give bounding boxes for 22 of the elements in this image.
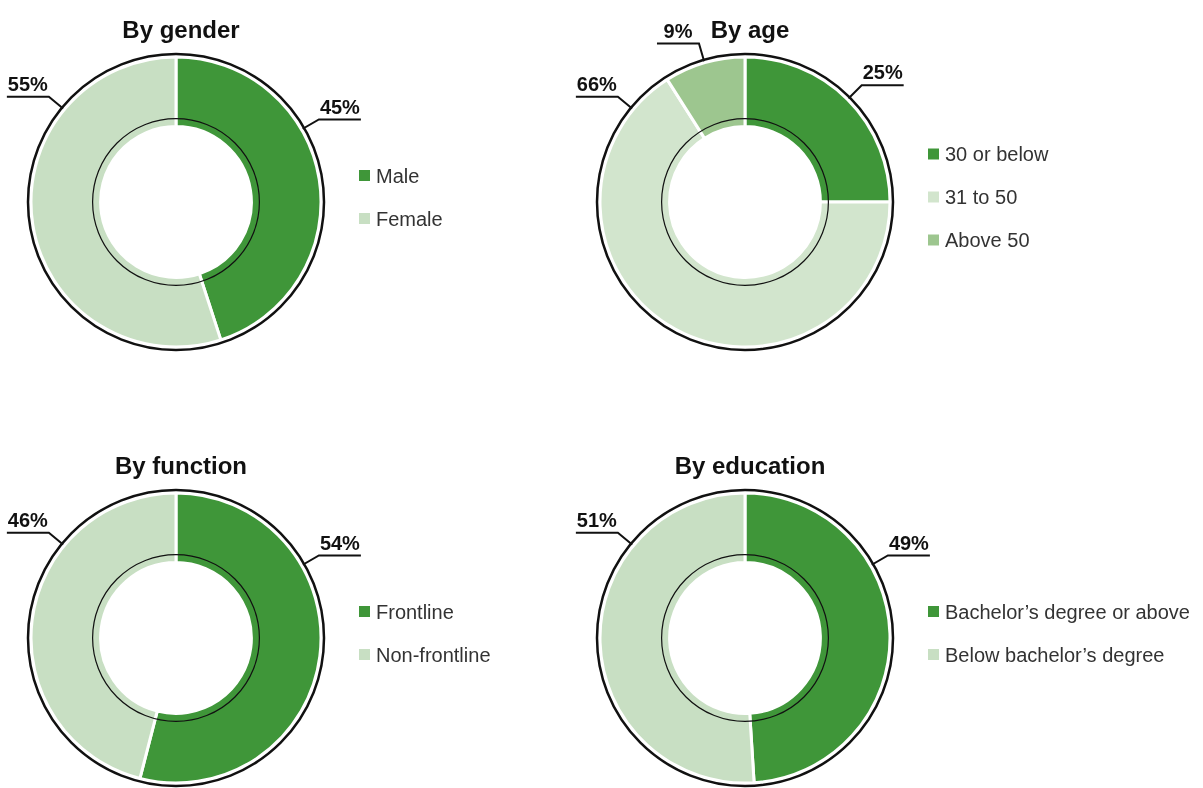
legend-label: 30 or below: [945, 143, 1049, 165]
data-label: 9%: [663, 19, 693, 42]
chart-title: By education: [674, 451, 826, 479]
data-label: 49%: [888, 531, 930, 554]
data-label: 55%: [7, 72, 49, 95]
chart-title: By gender: [122, 15, 240, 43]
data-label: 45%: [319, 95, 361, 118]
legend-label: Above 50: [945, 229, 1030, 251]
legend-label: Frontline: [376, 600, 454, 623]
legend-label: Bachelor’s degree or above: [945, 600, 1190, 623]
chart-title: By function: [115, 451, 247, 479]
legend-label: Male: [376, 164, 420, 187]
legend-label: Female: [376, 207, 443, 230]
data-label: 54%: [319, 531, 361, 554]
chart-title: By age: [710, 15, 790, 43]
legend-label: Non-frontline: [376, 643, 491, 666]
data-label: 25%: [862, 61, 903, 84]
legend-label: Below bachelor’s degree: [945, 643, 1165, 666]
data-label: 51%: [576, 508, 618, 531]
data-label: 46%: [7, 508, 49, 531]
legend-label: 31 to 50: [945, 186, 1018, 208]
data-label: 66%: [576, 72, 618, 95]
